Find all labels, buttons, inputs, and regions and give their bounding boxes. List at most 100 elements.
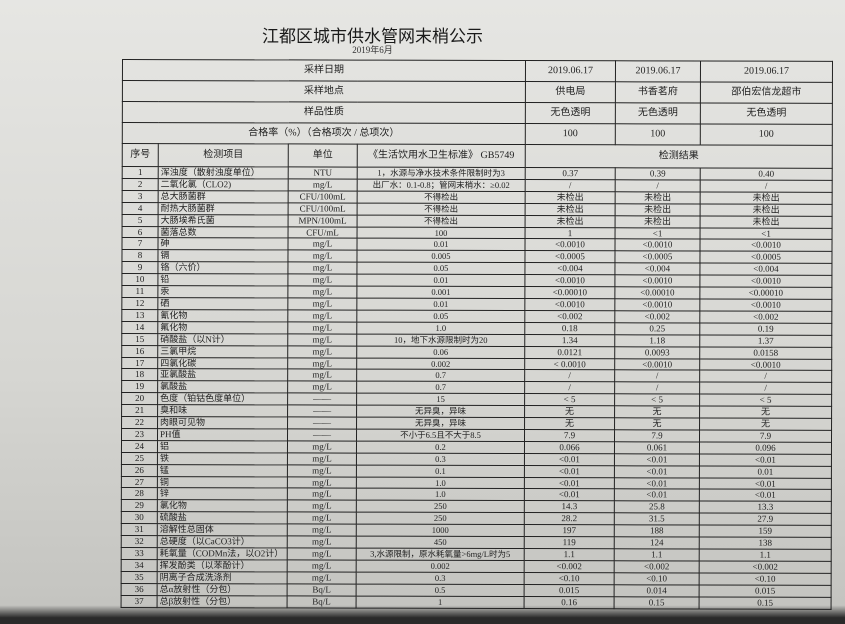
row-item: 铅 — [157, 273, 288, 286]
header-row: 样品性质 无色透明 无色透明 无色透明 — [122, 101, 833, 125]
row-result: <0.00010 — [699, 287, 832, 300]
row-item: PH值 — [157, 428, 288, 441]
row-seq: 15 — [121, 333, 158, 346]
row-standard: 0.01 — [356, 274, 525, 287]
row-standard: 不小于6.5且不大于8.5 — [356, 429, 525, 442]
row-standard: 1.0 — [356, 476, 525, 490]
row-unit: mg/L — [287, 559, 357, 572]
row-result: 0.0121 — [524, 346, 615, 359]
row-seq: 34 — [121, 559, 158, 572]
row-result: <0.004 — [614, 263, 700, 276]
row-item: 三氯甲烷 — [157, 345, 288, 358]
row-result: 0.16 — [524, 596, 615, 609]
row-result: 未检出 — [700, 215, 833, 228]
row-item: 臭和味 — [157, 404, 288, 417]
row-result: < 5 — [699, 394, 832, 407]
row-standard: 450 — [356, 536, 525, 549]
row-result: 未检出 — [615, 191, 701, 204]
header-value: 2019.06.17 — [700, 61, 833, 83]
row-result: 0.0093 — [614, 346, 700, 359]
row-result: <1 — [700, 227, 833, 240]
row-result: 未检出 — [615, 203, 701, 216]
row-result: <0.01 — [524, 453, 615, 466]
row-result: <0.0010 — [614, 298, 700, 311]
row-standard: 无异臭，异味 — [356, 405, 525, 418]
column-header-row: 序号 检测项目 单位 《生活饮用水卫生标准》 GB5749 检测结果 — [122, 143, 833, 169]
row-seq: 24 — [121, 440, 158, 453]
row-result: 0.015 — [699, 584, 832, 597]
row-result: / — [615, 179, 701, 192]
row-result: <0.002 — [524, 310, 615, 323]
row-item: 硝酸盐（以N计） — [157, 333, 288, 346]
header-row: 采样日期 2019.06.17 2019.06.17 2019.06.17 — [122, 59, 833, 83]
header-value: 无色透明 — [525, 102, 616, 124]
row-seq: 19 — [121, 380, 158, 393]
row-item: 耗氧量（CODMn法，以O2计） — [157, 547, 288, 560]
row-item: 总α放射性（分包） — [157, 583, 288, 596]
row-unit: mg/L — [287, 297, 357, 310]
row-result: <0.004 — [524, 262, 615, 275]
row-standard: 0.01 — [356, 298, 525, 311]
row-seq: 35 — [121, 571, 158, 584]
row-item: 铬（六价） — [157, 261, 288, 275]
header-value: 2019.06.17 — [615, 60, 701, 83]
row-result: 188 — [614, 524, 700, 538]
row-item: 总大肠菌群 — [158, 190, 289, 203]
row-unit: mg/L — [287, 452, 357, 465]
row-unit: NTU — [288, 166, 358, 180]
row-standard: 1，水源与净水技术条件限制时为3 — [357, 167, 526, 180]
row-unit: mg/L — [287, 440, 357, 453]
row-result: 0.061 — [614, 441, 700, 454]
row-item: 总硬度（以CaCO3计） — [157, 535, 288, 548]
row-result: 0.01 — [699, 465, 832, 478]
row-item: 色度（铂钴色度单位） — [157, 392, 288, 406]
row-result: <0.01 — [699, 477, 832, 490]
row-standard: 出厂水：0.1-0.8；管网末梢水：≥0.02 — [357, 179, 526, 192]
row-result: 197 — [524, 524, 615, 537]
row-result: 13.3 — [699, 501, 832, 514]
row-seq: 1 — [122, 166, 159, 179]
row-unit: mg/L — [287, 262, 357, 275]
row-result: 无 — [699, 406, 832, 419]
header-value: 邵伯宏信龙超市 — [700, 82, 833, 104]
row-unit: MPN/100mL — [288, 214, 358, 227]
row-unit: mg/L — [288, 178, 358, 191]
row-unit: mg/L — [287, 524, 357, 537]
row-unit: —— — [287, 428, 357, 441]
row-seq: 33 — [121, 547, 158, 560]
page-subtitle: 2019年6月 — [352, 45, 393, 55]
row-result: 1.1 — [524, 548, 615, 561]
row-item: 镉 — [157, 249, 288, 263]
row-seq: 11 — [121, 285, 158, 298]
row-unit: mg/L — [287, 500, 357, 513]
row-item: 耐热大肠菌群 — [158, 202, 289, 215]
row-result: <0.0005 — [614, 251, 700, 264]
row-result: 7.9 — [699, 429, 832, 443]
row-result: < 0.0010 — [524, 358, 615, 371]
row-result: 0.37 — [525, 167, 616, 180]
row-standard: 0.2 — [356, 440, 525, 454]
header-label: 样品性质 — [122, 101, 526, 124]
row-result: 1.34 — [524, 334, 615, 347]
row-standard: 0.7 — [356, 369, 525, 382]
row-seq: 9 — [121, 261, 158, 274]
row-item: 汞 — [157, 285, 288, 298]
row-standard: 0.5 — [356, 583, 525, 597]
row-standard: 0.01 — [356, 238, 526, 251]
row-result: <0.00010 — [614, 286, 700, 299]
row-unit: mg/L — [287, 250, 357, 263]
row-unit: mg/L — [287, 274, 357, 287]
row-result: 7.9 — [614, 429, 700, 442]
row-result: <0.0010 — [614, 358, 700, 371]
page-title: 江都区城市供水管网末梢公示 — [262, 27, 483, 47]
header-value: 书香茗府 — [615, 81, 701, 104]
row-item: 菌落总数 — [158, 226, 289, 239]
row-item: 阴离子合成洗涤剂 — [157, 571, 288, 584]
row-unit: mg/L — [287, 285, 357, 299]
row-unit: mg/L — [287, 381, 357, 394]
column-header-unit: 单位 — [288, 143, 358, 168]
column-header-item: 检测项目 — [158, 143, 289, 167]
row-unit: mg/L — [287, 488, 357, 501]
row-seq: 16 — [121, 345, 158, 358]
row-result: <0.0005 — [524, 250, 615, 264]
